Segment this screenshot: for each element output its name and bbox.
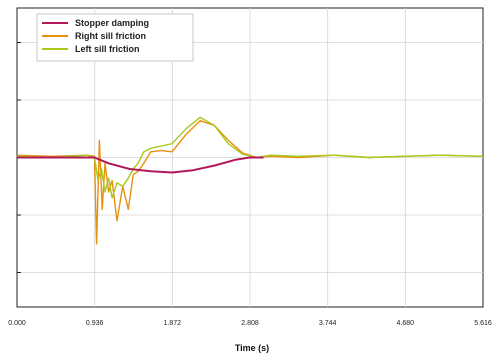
series-line-stopper-damping bbox=[17, 156, 264, 174]
x-tick-label: 1.872 bbox=[164, 320, 182, 327]
x-tick-label: 4.680 bbox=[397, 320, 415, 327]
x-tick-label: 3.744 bbox=[319, 320, 337, 327]
series-layer bbox=[16, 116, 484, 245]
legend-label: Left sill friction bbox=[75, 44, 140, 54]
x-tick-label: 0.936 bbox=[86, 320, 104, 327]
legend-box bbox=[36, 13, 194, 62]
legend-label: Stopper damping bbox=[75, 18, 149, 28]
series-line-right-sill-friction bbox=[16, 120, 484, 245]
series-line-left-sill-friction bbox=[16, 116, 484, 199]
x-tick-label: 2.808 bbox=[241, 320, 259, 327]
legend-label: Right sill friction bbox=[75, 31, 146, 41]
x-tick-label: 5.616 bbox=[474, 320, 492, 327]
x-tick-label: 0.000 bbox=[8, 320, 26, 327]
x-axis-title: Time (s) bbox=[235, 343, 269, 353]
x-tick-labels: 0.000 0.936 1.872 2.808 3.744 4.680 5.616 bbox=[8, 320, 492, 327]
legend: Stopper damping Right sill friction Left s… bbox=[36, 13, 194, 62]
